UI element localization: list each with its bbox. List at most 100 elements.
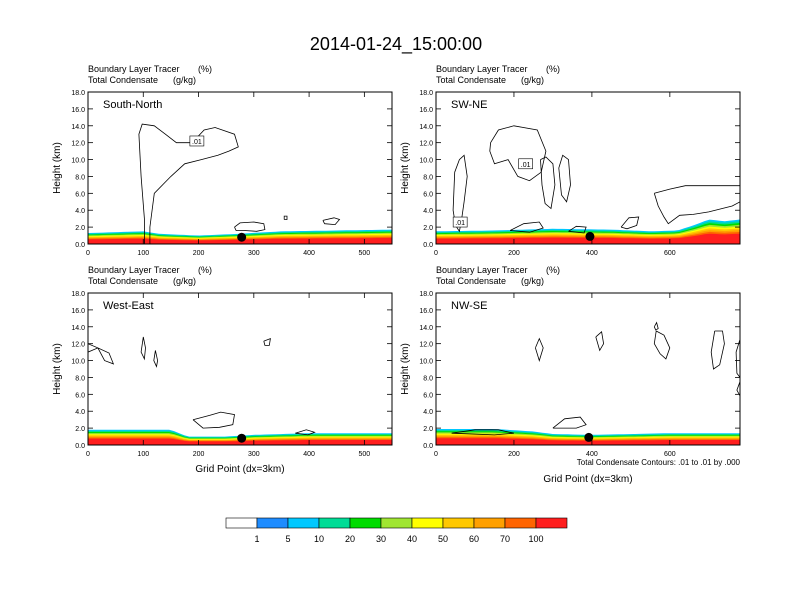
colorbar-label: 70 <box>500 534 510 544</box>
y-tick-label: 16.0 <box>71 107 85 114</box>
x-tick-label: 400 <box>303 451 315 458</box>
y-axis-label: Height (km) <box>400 343 411 395</box>
y-axis-label: Height (km) <box>52 142 63 194</box>
colorbar-swatch-10 <box>504 517 537 529</box>
y-tick-label: 12.0 <box>419 141 433 148</box>
x-tick-label: 300 <box>248 451 260 458</box>
y-tick-label: 6.0 <box>423 392 433 399</box>
condensate-contour <box>568 225 587 234</box>
y-tick-label: 2.0 <box>75 426 85 433</box>
subtitle-condensate: Total Condensate <box>436 75 506 85</box>
condensate-contour <box>489 125 547 182</box>
panel-sw-ne: Boundary Layer Tracer (%) Total Condensate… <box>400 64 741 257</box>
x-tick-label: 600 <box>664 451 676 458</box>
plot-frame <box>87 292 393 446</box>
panel-name: SW-NE <box>451 99 487 111</box>
x-axis-label: Grid Point (dx=3km) <box>543 474 632 485</box>
colorbar-label: 100 <box>528 534 543 544</box>
y-tick-label: 10.0 <box>419 158 433 165</box>
condensate-contour <box>140 336 146 361</box>
condensate-contour <box>710 330 725 370</box>
contour-label-2: .01 <box>455 220 465 227</box>
colorbar-swatch-7 <box>411 517 444 529</box>
contour-label-2-box <box>452 216 468 228</box>
y-tick-label: 14.0 <box>419 124 433 131</box>
colorbar-swatch-2 <box>256 517 289 529</box>
x-tick-label: 0 <box>434 451 438 458</box>
x-tick-label: 100 <box>137 451 149 458</box>
y-tick-label: 4.0 <box>423 409 433 416</box>
subtitle-tracer-unit: (%) <box>198 64 212 74</box>
x-tick-label: 200 <box>508 250 520 257</box>
colorbar-swatch-8 <box>442 517 475 529</box>
plot-frame <box>435 91 741 245</box>
colorbar-label: 50 <box>438 534 448 544</box>
panel-name: South-North <box>103 99 162 111</box>
colorbar-label: 60 <box>469 534 479 544</box>
y-tick-label: 16.0 <box>71 308 85 315</box>
y-tick-label: 8.0 <box>75 174 85 181</box>
figure-title: 2014-01-24_15:00:00 <box>310 34 482 55</box>
subtitle-tracer-unit: (%) <box>546 265 560 275</box>
x-tick-label: 0 <box>86 451 90 458</box>
y-tick-label: 18.0 <box>419 291 433 298</box>
colorbar-swatch-6 <box>380 517 413 529</box>
condensate-contour <box>153 350 159 368</box>
condensate-contour <box>735 339 740 379</box>
plot-frame <box>435 292 741 446</box>
y-tick-label: 2.0 <box>423 426 433 433</box>
subtitle-condensate-unit: (g/kg) <box>521 276 544 286</box>
y-tick-label: 4.0 <box>423 208 433 215</box>
y-axis-label: Height (km) <box>400 142 411 194</box>
location-marker <box>237 433 247 443</box>
subtitle-tracer: Boundary Layer Tracer <box>436 64 528 74</box>
condensate-contour <box>595 331 605 352</box>
contour-label-box <box>518 158 533 170</box>
location-marker <box>584 432 594 442</box>
condensate-contour <box>552 416 587 429</box>
y-tick-label: 14.0 <box>71 325 85 332</box>
condensate-contour <box>322 217 341 226</box>
condensate-contour <box>653 330 671 360</box>
y-tick-label: 0.0 <box>423 242 433 249</box>
colorbar-label: 1 <box>254 534 259 544</box>
subtitle-condensate-unit: (g/kg) <box>521 75 544 85</box>
x-tick-label: 300 <box>248 250 260 257</box>
colorbar-swatch-1 <box>225 517 258 529</box>
subtitle-condensate-unit: (g/kg) <box>173 276 196 286</box>
y-tick-label: 14.0 <box>71 124 85 131</box>
plot-frame <box>87 91 393 245</box>
x-tick-label: 400 <box>586 250 598 257</box>
plot-area <box>88 123 392 244</box>
y-tick-label: 18.0 <box>419 90 433 97</box>
y-tick-label: 12.0 <box>71 141 85 148</box>
y-tick-label: 16.0 <box>419 107 433 114</box>
y-tick-label: 10.0 <box>419 359 433 366</box>
colorbar-swatch-9 <box>473 517 506 529</box>
subtitle-tracer: Boundary Layer Tracer <box>436 265 528 275</box>
colorbar-swatch-4 <box>318 517 351 529</box>
subtitle-tracer-unit: (%) <box>546 64 560 74</box>
x-tick-label: 0 <box>434 250 438 257</box>
location-marker <box>237 232 247 242</box>
condensate-contour <box>535 337 544 362</box>
panel-name: NW-SE <box>451 300 487 312</box>
condensate-contour <box>295 429 316 436</box>
condensate-contour <box>620 216 640 230</box>
condensate-contour <box>653 185 740 225</box>
x-tick-label: 200 <box>508 451 520 458</box>
contour-note: Total Condensate Contours: .01 to .01 by… <box>577 458 741 467</box>
x-axis-label: Grid Point (dx=3km) <box>195 464 284 475</box>
x-tick-label: 500 <box>359 250 371 257</box>
plot-area <box>436 125 740 244</box>
colorbar-label: 10 <box>314 534 324 544</box>
x-tick-label: 600 <box>664 250 676 257</box>
plot-area <box>88 336 392 445</box>
x-tick-label: 400 <box>586 451 598 458</box>
condensate-contour <box>88 343 115 365</box>
colorbar-swatch-5 <box>349 517 382 529</box>
y-tick-label: 8.0 <box>423 375 433 382</box>
colorbar-label: 30 <box>376 534 386 544</box>
condensate-contour <box>736 381 740 397</box>
x-tick-label: 400 <box>303 250 315 257</box>
